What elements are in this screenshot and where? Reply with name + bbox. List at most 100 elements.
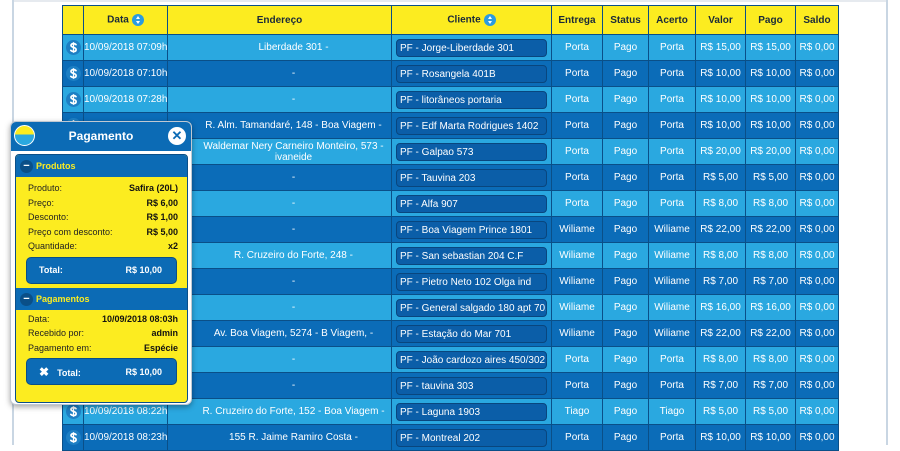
header-icon-col <box>62 5 84 35</box>
row-value-cell: R$ 10,00 <box>695 60 746 87</box>
client-field[interactable]: PF - tauvina 303 <box>396 376 547 395</box>
row-delivery: Porta <box>565 380 589 391</box>
sort-icon[interactable] <box>131 14 144 26</box>
row-settlement: Porta <box>660 146 684 157</box>
row-value: R$ 7,00 <box>702 380 739 391</box>
row-paid-cell: R$ 7,00 <box>745 372 796 399</box>
remove-payment-icon[interactable]: ✖ <box>39 364 50 379</box>
row-delivery: Porta <box>565 354 589 365</box>
row-address: - <box>291 224 296 235</box>
client-field[interactable]: PF - Jorge-Liberdade 301 <box>396 38 547 57</box>
dollar-icon[interactable] <box>65 66 81 81</box>
row-status-cell: Pago <box>602 138 649 165</box>
payments-total-label: Total: <box>57 367 81 378</box>
row-status-cell: Pago <box>602 86 649 113</box>
row-delivery-cell: Wiliame <box>551 242 603 269</box>
row-delivery-cell: Porta <box>551 190 603 217</box>
client-field[interactable]: PF - San sebastian 204 C.F <box>396 246 547 265</box>
row-client-cell: PF - Boa Viagem Prince 1801 <box>391 216 552 243</box>
payments-section-toggle[interactable]: − Pagamentos <box>16 287 187 310</box>
client-field[interactable]: PF - Laguna 1903 <box>396 402 547 421</box>
row-client-cell: PF - San sebastian 204 C.F <box>391 242 552 269</box>
row-balance: R$ 0,00 <box>799 198 835 209</box>
row-settlement: Wiliame <box>654 224 690 235</box>
table-header: Data Endereço Cliente Entrega Status Ace… <box>62 5 839 35</box>
row-client-cell: PF - tauvina 303 <box>391 372 552 399</box>
row-settlement: Wiliame <box>654 328 690 339</box>
row-balance: R$ 0,00 <box>799 146 835 157</box>
close-icon[interactable]: ✕ <box>168 127 186 145</box>
header-data[interactable]: Data <box>83 5 168 35</box>
client-field[interactable]: PF - Pietro Neto 102 Olga ind <box>396 272 547 291</box>
row-balance: R$ 0,00 <box>799 42 835 53</box>
dollar-icon[interactable] <box>65 430 81 445</box>
table-row: 10/09/2018 07:28h - PF - litorâneos portar… <box>62 86 839 113</box>
sort-icon[interactable] <box>483 14 496 26</box>
row-balance: R$ 0,00 <box>799 276 835 287</box>
dollar-icon[interactable] <box>65 92 81 107</box>
client-field[interactable]: PF - Rosangela 401B <box>396 64 547 83</box>
row-address: R. Alm. Tamandaré, 148 - Boa Viagem - <box>205 120 382 131</box>
row-value-cell: R$ 5,00 <box>695 164 746 191</box>
row-settlement-cell: Porta <box>648 190 696 217</box>
row-status-cell: Pago <box>602 398 649 425</box>
products-total-label: Total: <box>39 265 63 275</box>
client-field[interactable]: PF - Edf Marta Rodrigues 1402 <box>396 116 547 135</box>
client-field[interactable]: PF - Alfa 907 <box>396 194 547 213</box>
row-value-cell: R$ 8,00 <box>695 190 746 217</box>
row-action-cell <box>62 86 84 113</box>
collapse-icon[interactable]: − <box>20 160 33 174</box>
client-field[interactable]: PF - Tauvina 203 <box>396 168 547 187</box>
row-status-cell: Pago <box>602 268 649 295</box>
client-field[interactable]: PF - João cardozo aires 450/302 <box>396 350 547 369</box>
row-status-cell: Pago <box>602 216 649 243</box>
row-value: R$ 10,00 <box>700 432 741 443</box>
row-client-cell: PF - Alfa 907 <box>391 190 552 217</box>
client-field[interactable]: PF - Boa Viagem Prince 1801 <box>396 220 547 239</box>
client-field[interactable]: PF - Montreal 202 <box>396 428 547 447</box>
row-delivery-cell: Porta <box>551 424 603 451</box>
client-field[interactable]: PF - General salgado 180 apt 701 <box>396 298 547 317</box>
row-balance-cell: R$ 0,00 <box>795 268 839 295</box>
row-paid-cell: R$ 10,00 <box>745 424 796 451</box>
row-delivery: Wiliame <box>559 328 595 339</box>
dollar-icon[interactable] <box>65 404 81 419</box>
row-delivery: Porta <box>565 120 589 131</box>
row-balance-cell: R$ 0,00 <box>795 112 839 139</box>
row-balance-cell: R$ 0,00 <box>795 372 839 399</box>
row-value-cell: R$ 8,00 <box>695 346 746 373</box>
row-balance-cell: R$ 0,00 <box>795 34 839 61</box>
row-balance: R$ 0,00 <box>799 302 835 313</box>
row-status: Pago <box>613 42 638 53</box>
client-field[interactable]: PF - litorâneos portaria <box>396 90 547 109</box>
dollar-icon[interactable] <box>65 40 81 55</box>
row-settlement-cell: Porta <box>648 164 696 191</box>
row-status: Pago <box>613 328 638 339</box>
row-address: 155 R. Jaime Ramiro Costa - <box>229 432 358 443</box>
row-paid: R$ 8,00 <box>752 250 789 261</box>
row-paid-cell: R$ 22,00 <box>745 216 796 243</box>
row-delivery-cell: Porta <box>551 372 603 399</box>
row-balance-cell: R$ 0,00 <box>795 320 839 347</box>
collapse-icon[interactable]: − <box>20 292 33 306</box>
row-action-cell <box>62 60 84 87</box>
header-acerto: Acerto <box>648 5 696 35</box>
products-section-toggle[interactable]: − Produtos <box>16 155 187 177</box>
row-address: - <box>291 68 296 79</box>
client-field[interactable]: PF - Galpao 573 <box>396 142 547 161</box>
header-cliente[interactable]: Cliente <box>391 5 552 35</box>
row-delivery-cell: Porta <box>551 138 603 165</box>
product-detail-row: Quantidade: x2 <box>16 239 187 254</box>
top-border <box>14 0 886 2</box>
row-value: R$ 15,00 <box>700 42 741 53</box>
row-client-cell: PF - João cardozo aires 450/302 <box>391 346 552 373</box>
payments-list: Data: 10/09/2018 08:03h Recebido por: admin… <box>16 312 187 356</box>
row-date: 10/09/2018 07:10h <box>84 68 168 79</box>
product-detail-value: R$ 5,00 <box>146 226 178 237</box>
row-status: Pago <box>613 250 638 261</box>
row-value-cell: R$ 7,00 <box>695 372 746 399</box>
row-address-cell: 155 R. Jaime Ramiro Costa - <box>167 424 392 451</box>
row-address: - <box>291 276 296 287</box>
row-address: - <box>291 172 296 183</box>
client-field[interactable]: PF - Estação do Mar 701 <box>396 324 547 343</box>
